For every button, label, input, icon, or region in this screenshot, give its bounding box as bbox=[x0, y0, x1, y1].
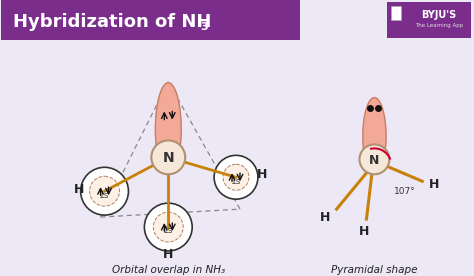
Text: H: H bbox=[359, 225, 370, 238]
Text: 1s: 1s bbox=[231, 177, 241, 186]
Text: H: H bbox=[163, 248, 173, 261]
Text: H: H bbox=[319, 211, 330, 224]
Text: The Learning App: The Learning App bbox=[415, 23, 463, 28]
Text: H: H bbox=[257, 168, 267, 181]
Text: Orbital overlap in NH₃: Orbital overlap in NH₃ bbox=[112, 265, 225, 275]
Text: Pyramidal shape: Pyramidal shape bbox=[331, 265, 418, 275]
Text: 1s: 1s bbox=[163, 225, 173, 235]
Text: N: N bbox=[163, 151, 174, 165]
Circle shape bbox=[154, 212, 183, 242]
Bar bbox=[392, 6, 401, 20]
Text: H: H bbox=[429, 178, 439, 191]
Text: 107°: 107° bbox=[394, 187, 416, 196]
Circle shape bbox=[145, 203, 192, 251]
Circle shape bbox=[214, 155, 258, 199]
Polygon shape bbox=[363, 98, 386, 167]
Bar bbox=[1, 0, 300, 40]
Polygon shape bbox=[155, 83, 181, 167]
Bar bbox=[387, 2, 471, 38]
Text: N: N bbox=[369, 154, 380, 167]
Text: Hybridization of NH: Hybridization of NH bbox=[13, 13, 211, 31]
Text: 3: 3 bbox=[200, 22, 208, 32]
Text: 1s: 1s bbox=[100, 191, 110, 200]
Circle shape bbox=[359, 144, 389, 174]
Circle shape bbox=[223, 164, 249, 190]
Circle shape bbox=[81, 167, 128, 215]
Circle shape bbox=[90, 176, 119, 206]
Text: BYJU'S: BYJU'S bbox=[421, 10, 457, 20]
Circle shape bbox=[151, 140, 185, 174]
Text: H: H bbox=[73, 183, 84, 196]
